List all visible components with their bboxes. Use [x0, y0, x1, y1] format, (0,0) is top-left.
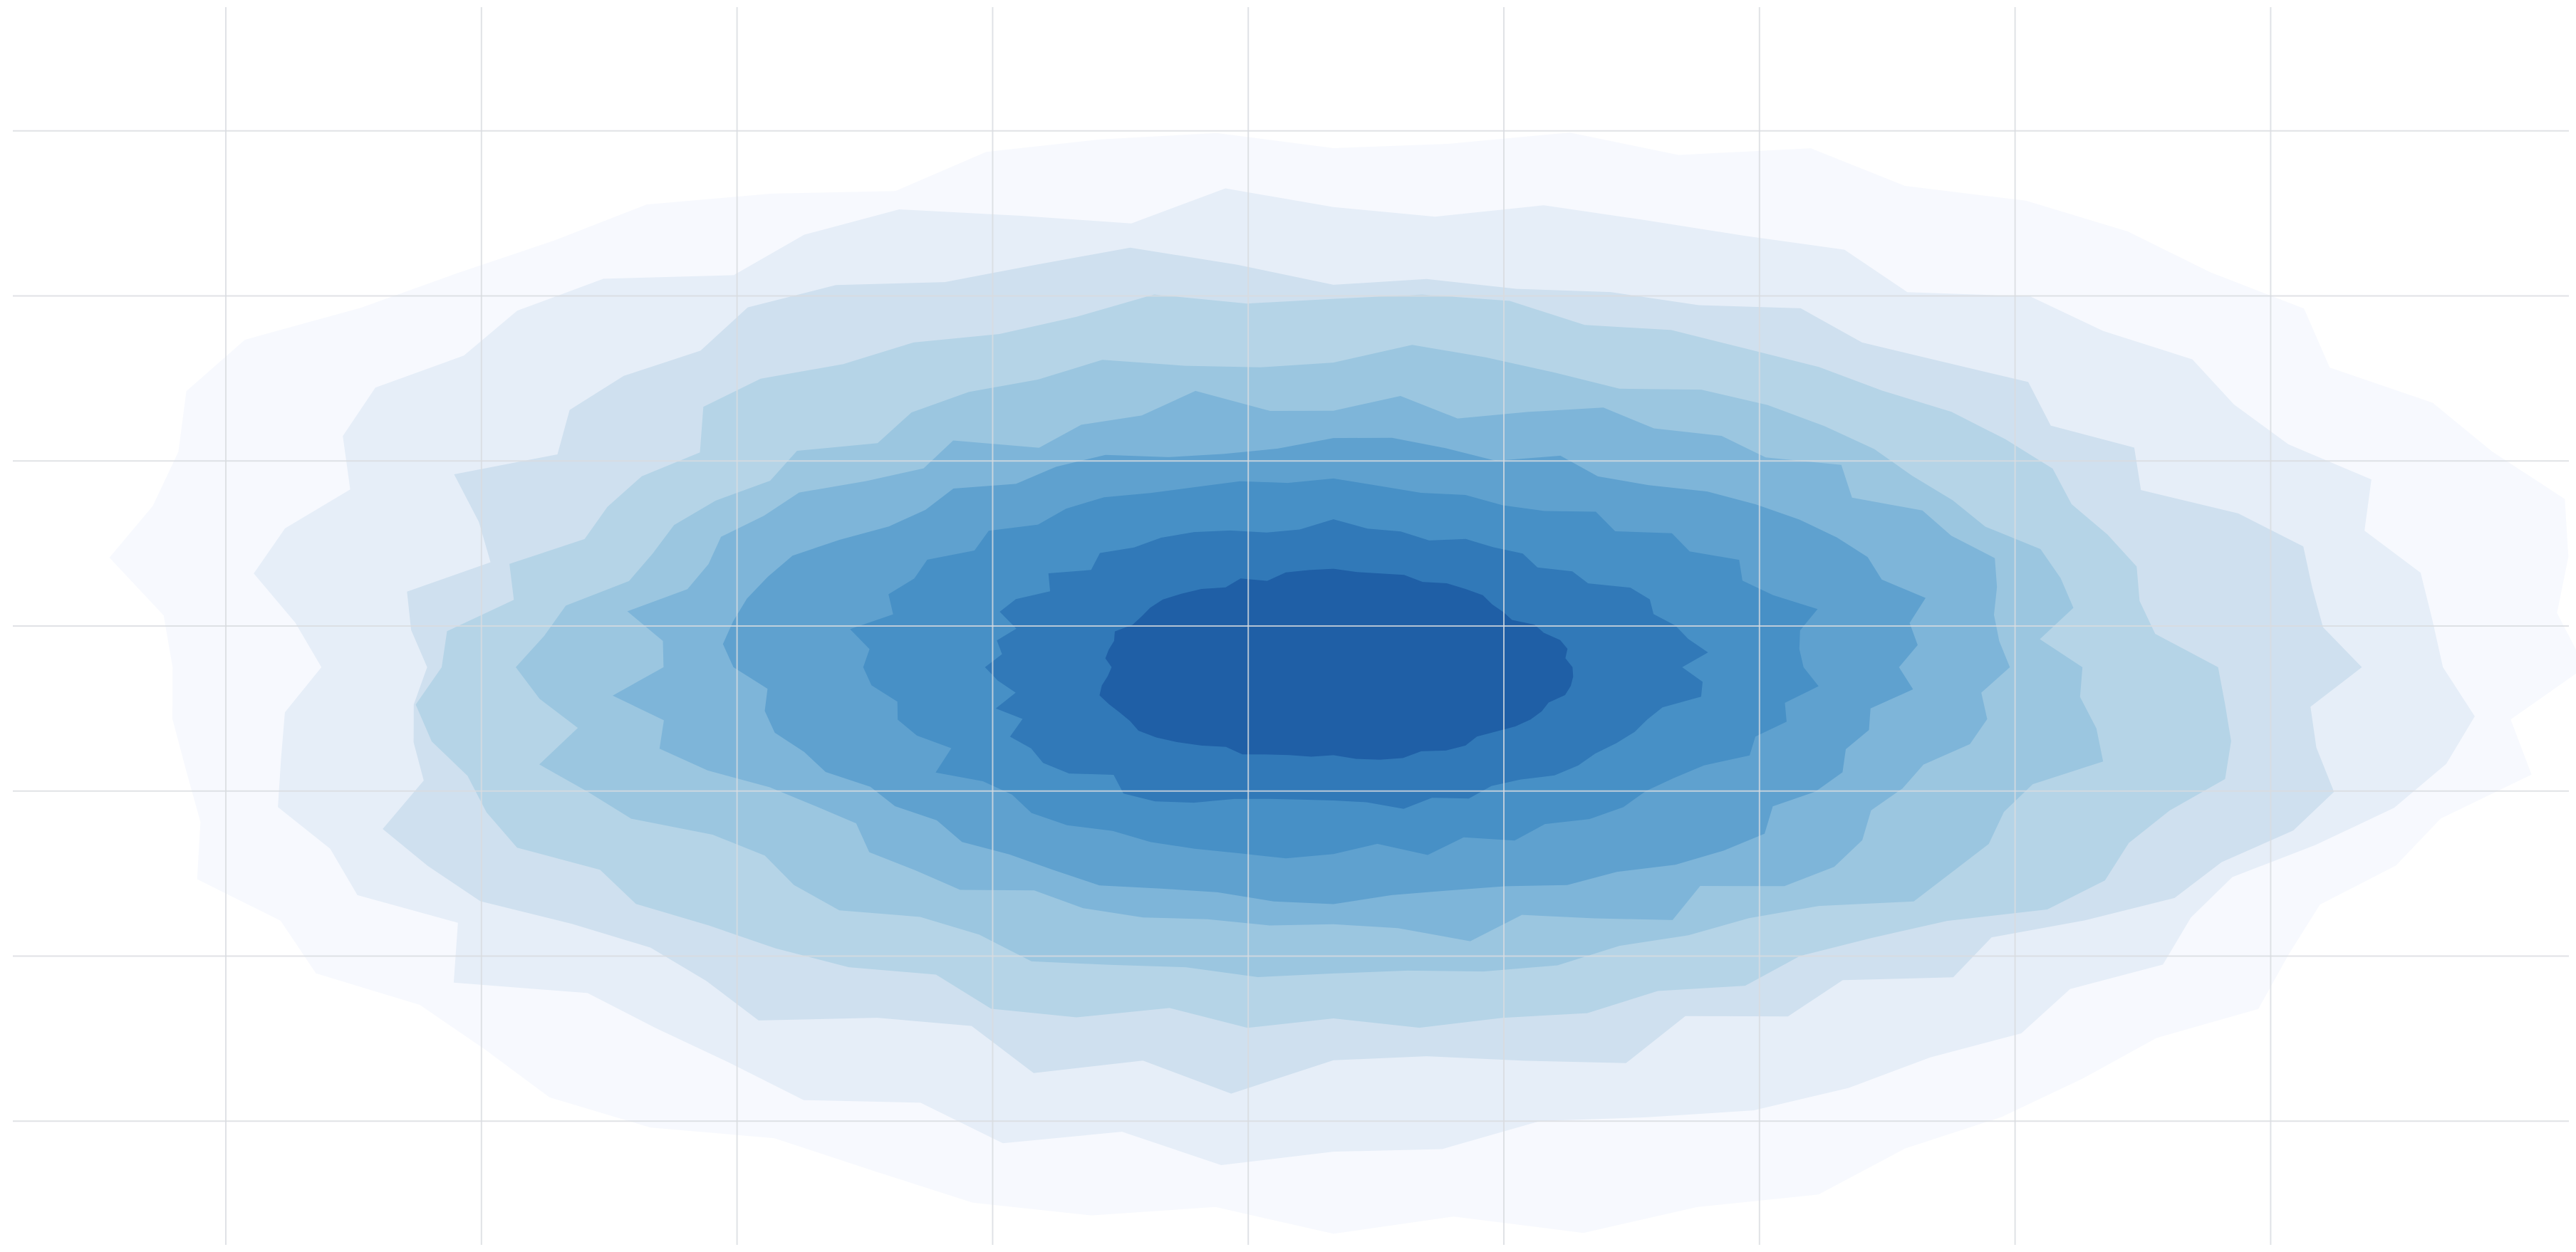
contour-levels [109, 132, 2576, 1234]
grid-lines [13, 7, 2569, 1245]
contour-level-10 [1099, 568, 1574, 760]
